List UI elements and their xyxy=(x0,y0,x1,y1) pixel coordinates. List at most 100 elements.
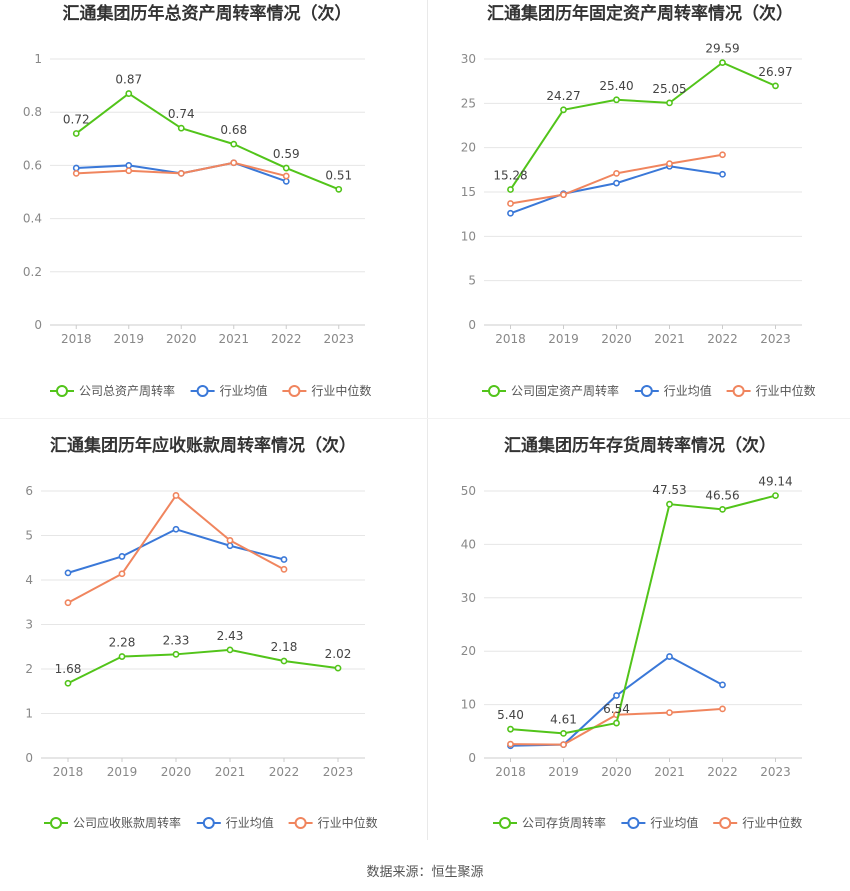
chart-panel-4: 汇通集团历年存货周转率情况（次） 0 10 20 30 40 50 2018 2019 2020 2… xyxy=(461,435,802,830)
series-line-company xyxy=(67,648,339,685)
data-label: 0.59 xyxy=(273,147,300,161)
chart-panel-1: 汇通集团历年总资产周转率情况（次） 0 0.2 0.4 0.6 0.8 1 2018 2019 2… xyxy=(23,3,372,398)
legend-label: 行业中位数 xyxy=(742,815,802,830)
data-point-company xyxy=(125,90,133,97)
data-point-company xyxy=(560,106,567,114)
data-label: 26.97 xyxy=(758,65,792,79)
legend-label: 行业中位数 xyxy=(318,815,378,830)
x-tick-label: 2022 xyxy=(269,765,300,779)
legend-label: 行业中位数 xyxy=(311,383,371,398)
data-point-company xyxy=(118,653,126,660)
y-tick-label: 50 xyxy=(461,484,476,498)
data-point-industry-median xyxy=(719,705,726,713)
y-tick-label: 0.6 xyxy=(23,158,42,172)
legend-item-industry-avg: 行业均值 xyxy=(634,383,712,398)
data-point-company xyxy=(613,719,620,727)
x-tick-label: 2019 xyxy=(113,332,144,346)
y-tick-label: 20 xyxy=(461,141,476,155)
x-tick-label: 2019 xyxy=(548,765,579,779)
data-label: 49.14 xyxy=(758,475,792,489)
legend-marker-icon xyxy=(56,385,68,397)
legend-item-company: 公司应收账款周转率 xyxy=(44,815,181,830)
y-tick-label: 20 xyxy=(461,644,476,658)
x-tick-label: 2018 xyxy=(495,332,526,346)
legend-item-industry-avg: 行业均值 xyxy=(621,815,698,830)
legend-marker-icon xyxy=(196,385,209,397)
legend-marker-icon xyxy=(627,817,640,829)
legend-marker-icon xyxy=(732,385,745,397)
data-point-industry-avg xyxy=(613,692,620,699)
data-label: 0.74 xyxy=(168,107,195,121)
data-label: 29.59 xyxy=(705,42,739,56)
data-label: 1.68 xyxy=(55,662,82,676)
legend-item-company: 公司总资产周转率 xyxy=(50,383,175,398)
data-label: 2.18 xyxy=(271,640,298,654)
data-point-company xyxy=(334,664,342,672)
data-point-industry-median xyxy=(560,741,567,749)
data-point-industry-avg xyxy=(125,161,133,169)
data-point-company xyxy=(64,679,72,687)
legend-item-industry-median: 行业中位数 xyxy=(713,815,802,830)
y-tick-label: 0 xyxy=(25,751,33,765)
x-tick-label: 2019 xyxy=(107,765,138,779)
data-label: 46.56 xyxy=(705,488,739,502)
y-tick-label: 25 xyxy=(461,96,476,110)
data-point-industry-avg xyxy=(172,525,180,533)
legend-label: 公司固定资产周转率 xyxy=(511,383,619,398)
chart-title: 汇通集团历年固定资产周转率情况（次） xyxy=(487,3,793,24)
x-tick-label: 2023 xyxy=(323,765,354,779)
data-point-industry-avg xyxy=(118,553,126,560)
data-point-industry-avg xyxy=(72,164,80,172)
data-point-industry-avg xyxy=(613,179,620,187)
data-label: 4.61 xyxy=(550,712,577,726)
data-point-industry-median xyxy=(507,200,514,207)
legend-marker-icon xyxy=(719,817,732,829)
data-label: 25.40 xyxy=(599,79,633,93)
x-tick-label: 2021 xyxy=(654,332,685,346)
x-tick-label: 2018 xyxy=(61,332,92,346)
chart-title: 汇通集团历年存货周转率情况（次） xyxy=(504,435,776,456)
chart-panel-3: 汇通集团历年应收账款周转率情况（次） 0 1 2 3 4 5 6 2018 2019 2020 202… xyxy=(25,435,377,830)
y-tick-label: 30 xyxy=(461,591,476,605)
series-line-company xyxy=(509,61,776,191)
data-point-industry-median xyxy=(64,599,72,607)
data-label: 5.40 xyxy=(497,708,524,722)
y-tick-label: 5 xyxy=(468,274,476,288)
data-point-industry-avg xyxy=(507,209,514,217)
y-tick-label: 10 xyxy=(461,229,476,243)
legend-label: 公司存货周转率 xyxy=(522,815,606,830)
data-point-industry-median xyxy=(280,565,288,573)
data-label: 15.28 xyxy=(493,169,527,183)
data-point-industry-median xyxy=(666,160,673,168)
data-point-industry-median xyxy=(72,169,80,177)
data-point-company xyxy=(226,646,234,654)
data-label: 2.02 xyxy=(325,647,352,661)
data-point-industry-median xyxy=(118,570,126,578)
data-point-company xyxy=(666,500,673,508)
data-label: 47.53 xyxy=(652,483,686,497)
x-tick-label: 2021 xyxy=(218,332,249,346)
x-tick-label: 2023 xyxy=(760,332,791,346)
y-tick-label: 0.4 xyxy=(23,212,42,226)
y-tick-label: 0 xyxy=(468,751,476,765)
y-tick-label: 6 xyxy=(25,484,33,498)
data-label: 25.05 xyxy=(652,82,686,96)
data-point-industry-median xyxy=(507,740,514,748)
series-line-company xyxy=(75,92,340,191)
y-tick-label: 0 xyxy=(34,318,42,332)
data-label: 24.27 xyxy=(546,89,580,103)
data-point-industry-median xyxy=(125,167,133,175)
horizontal-divider xyxy=(0,418,850,419)
y-tick-label: 40 xyxy=(461,537,476,551)
x-tick-label: 2020 xyxy=(601,332,632,346)
legend-marker-icon xyxy=(202,817,215,829)
data-point-company xyxy=(613,96,620,104)
data-point-industry-median xyxy=(282,172,290,180)
data-label: 2.43 xyxy=(217,629,244,643)
y-tick-label: 3 xyxy=(25,618,33,632)
data-point-industry-avg xyxy=(666,653,673,660)
data-point-industry-median xyxy=(666,709,673,717)
data-point-industry-avg xyxy=(719,170,726,178)
data-point-company xyxy=(282,164,290,172)
